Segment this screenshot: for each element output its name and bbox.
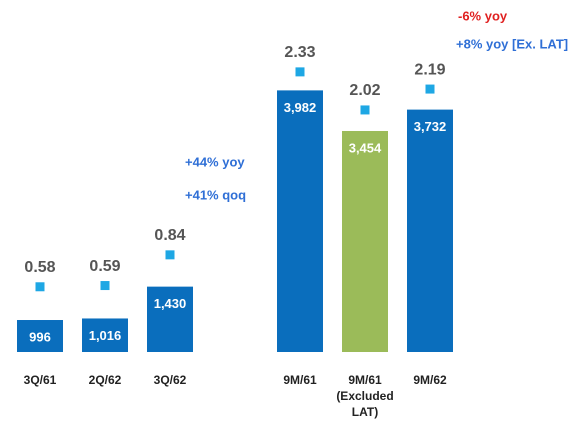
point-label: 0.84 [154,227,185,244]
point-label: 0.58 [24,259,55,276]
bar [147,286,193,352]
bar-value-label: 3,982 [284,100,317,115]
x-tick-label: 3Q/61 [23,373,57,387]
point-marker [360,105,370,115]
annotation: +41% qoq [185,187,246,202]
annotation: +8% yoy [Ex. LAT] [456,36,568,51]
bar [407,109,453,352]
annotation: +44% yoy [185,154,245,169]
bar [82,318,128,352]
point-label: 2.19 [414,61,445,78]
x-tick-label: 3Q/62 [153,373,187,387]
point-marker [35,282,45,292]
x-tick-label: 9M/61 [283,373,317,387]
bar-value-label: 1,430 [154,296,187,311]
point-marker [295,67,305,77]
point-label: 2.02 [349,82,380,99]
point-marker [100,281,110,291]
bar [342,130,388,352]
x-tick-label: 2Q/62 [88,373,122,387]
bar-value-label: 1,016 [89,328,122,343]
point-label: 2.33 [284,44,315,61]
bar [277,90,323,352]
bar-value-label: 3,454 [349,140,382,155]
x-tick-label: 9M/62 [413,373,447,387]
bar [17,320,63,352]
point-marker [165,250,175,260]
annotation: -6% yoy [458,8,508,23]
bar-value-label: 996 [29,329,51,344]
point-label: 0.59 [89,258,120,275]
bar-value-label: 3,732 [414,119,447,134]
point-marker [425,84,435,94]
x-tick-label: 9M/61 (Excluded LAT) [336,373,394,419]
